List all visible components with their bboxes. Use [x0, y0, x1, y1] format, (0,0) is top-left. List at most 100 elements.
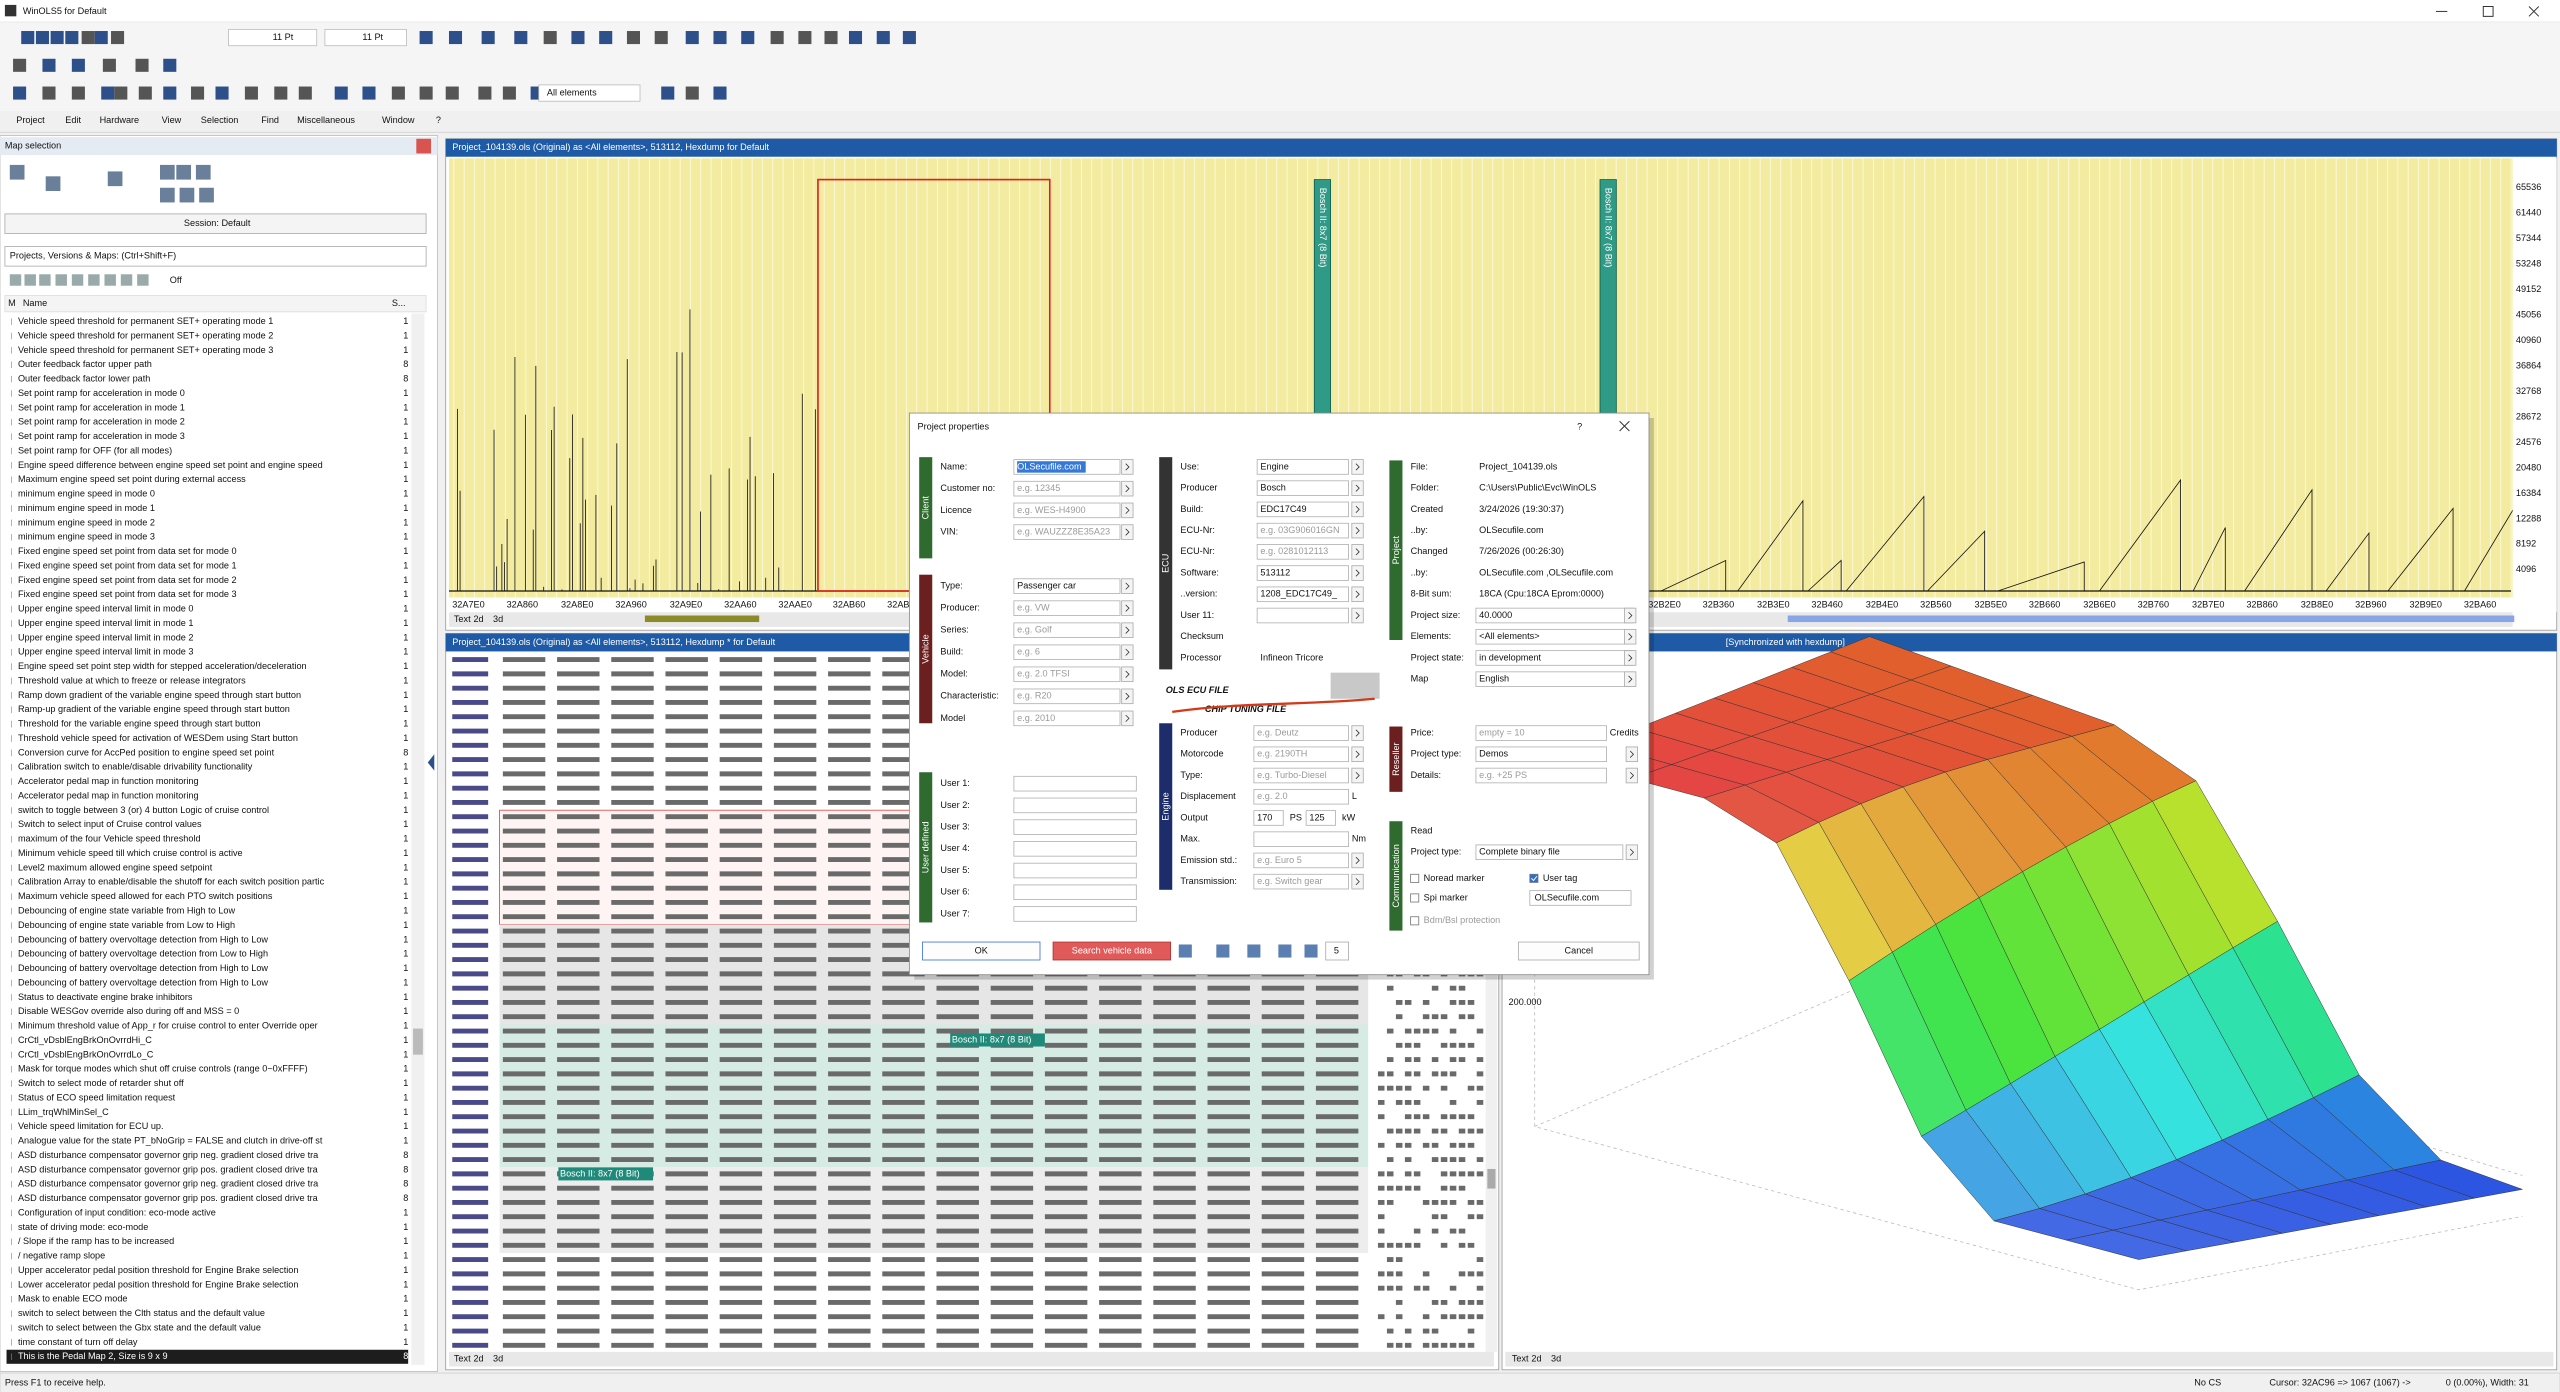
view-tab[interactable]: Text	[454, 614, 471, 624]
field-button[interactable]	[1121, 688, 1134, 705]
map-name[interactable]: Debouncing of engine state variable from…	[18, 920, 235, 930]
checkbox-label[interactable]: Bdm/Bsl protection	[1424, 915, 1501, 925]
dialog-tool[interactable]	[1304, 944, 1318, 958]
toolbar-button[interactable]	[741, 31, 755, 45]
session-button[interactable]	[4, 213, 427, 234]
map-name[interactable]: LLim_trqWhlMinSel_C	[18, 1107, 109, 1117]
checkbox-label[interactable]: Spi marker	[1424, 892, 1468, 902]
map-name[interactable]: Calibration Array to enable/disable the …	[18, 877, 325, 887]
checkbox[interactable]	[1410, 893, 1420, 903]
text-field[interactable]	[1013, 622, 1121, 638]
toolbar-button[interactable]	[685, 31, 699, 45]
map-name[interactable]: Vehicle speed threshold for permanent SE…	[18, 330, 273, 340]
map-name[interactable]: Switch to select input of Cruise control…	[18, 819, 202, 829]
menu-item[interactable]: Hardware	[100, 115, 140, 125]
map-name[interactable]: Upper engine speed interval limit in mod…	[18, 618, 194, 628]
menu-item[interactable]: Miscellaneous	[297, 115, 355, 125]
text-field[interactable]	[1013, 710, 1121, 727]
toolbar-button[interactable]	[902, 31, 916, 45]
font-size-combo[interactable]	[324, 28, 407, 47]
checkbox[interactable]	[1529, 873, 1539, 883]
map-name[interactable]: Debouncing of battery overvoltage detect…	[18, 977, 268, 987]
field-button[interactable]	[1121, 666, 1134, 683]
toolbar-button[interactable]	[713, 31, 727, 45]
toolbar-button[interactable]	[215, 86, 229, 100]
search-label[interactable]: Search vehicle data	[1072, 945, 1153, 955]
text-field[interactable]	[1256, 565, 1349, 581]
field-button[interactable]	[1351, 459, 1364, 475]
toolbar-button[interactable]	[298, 86, 312, 100]
map-name[interactable]: ASD disturbance compensator governor gri…	[18, 1150, 319, 1160]
checkbox[interactable]	[1410, 916, 1420, 926]
text-field[interactable]	[1253, 831, 1349, 847]
toolbar-button[interactable]	[65, 31, 79, 45]
text-field[interactable]	[1256, 586, 1349, 603]
filter-tool[interactable]	[39, 274, 51, 286]
text-field[interactable]	[1013, 644, 1121, 661]
toolbar-button[interactable]	[94, 31, 108, 45]
field-button[interactable]	[1121, 578, 1134, 594]
menu-item[interactable]: Window	[382, 115, 415, 125]
text-field[interactable]	[1256, 544, 1349, 560]
field-button[interactable]	[1351, 565, 1364, 581]
toolbar-button[interactable]	[571, 31, 585, 45]
field-button[interactable]	[1121, 502, 1134, 519]
ok-button[interactable]	[922, 941, 1041, 961]
map-name[interactable]: minimum engine speed in mode 0	[18, 489, 155, 499]
toolbar-button[interactable]	[163, 58, 177, 72]
text-field[interactable]	[1013, 819, 1137, 835]
search-combo[interactable]	[4, 246, 427, 267]
field-button[interactable]	[1121, 710, 1134, 727]
panel-tool[interactable]	[9, 164, 25, 180]
toolbar-button[interactable]	[876, 31, 890, 45]
map-name[interactable]: Fixed engine speed set point from data s…	[18, 546, 237, 556]
field-button[interactable]	[1121, 600, 1134, 616]
map-name[interactable]: ASD disturbance compensator governor gri…	[18, 1193, 319, 1203]
text-field[interactable]	[1305, 810, 1336, 826]
text-field[interactable]	[1013, 600, 1121, 616]
menu-item[interactable]: View	[162, 115, 182, 125]
dialog-tool[interactable]	[1216, 944, 1230, 958]
text-field[interactable]	[1253, 873, 1349, 890]
toolbar-button[interactable]	[111, 31, 125, 45]
map-name[interactable]: Fixed engine speed set point from data s…	[18, 560, 237, 570]
toolbar-button[interactable]	[391, 86, 405, 100]
field-button[interactable]	[1121, 622, 1134, 638]
toolbar-button[interactable]	[21, 31, 35, 45]
map-name[interactable]: Ramp-up gradient of the variable engine …	[18, 704, 290, 714]
dialog-close[interactable]	[1619, 420, 1630, 432]
count-value[interactable]: 5	[1334, 945, 1339, 955]
map-name[interactable]: state of driving mode: eco-mode	[18, 1222, 148, 1232]
panel-tool[interactable]	[107, 171, 123, 187]
text-field[interactable]	[1256, 501, 1349, 518]
font-size-combo[interactable]	[228, 28, 318, 47]
map-name[interactable]: minimum engine speed in mode 3	[18, 532, 155, 542]
panel-tool[interactable]	[179, 187, 195, 203]
map-name[interactable]: Maximum vehicle speed allowed for each P…	[18, 891, 273, 901]
map-name[interactable]: Switch to select mode of retarder shut o…	[18, 1078, 184, 1088]
toolbar-button[interactable]	[502, 86, 516, 100]
toolbar-button[interactable]	[599, 31, 613, 45]
map-name[interactable]: Accelerator pedal map in function monito…	[18, 776, 199, 786]
field-button[interactable]	[1351, 501, 1364, 518]
field-button[interactable]	[1351, 725, 1364, 741]
map-name[interactable]: CrCtl_vDsblEngBrkOnOvrrdHi_C	[18, 1035, 152, 1045]
text-field[interactable]	[1013, 524, 1121, 540]
map-name[interactable]: Debouncing of battery overvoltage detect…	[18, 949, 268, 959]
map-name[interactable]: Fixed engine speed set point from data s…	[18, 589, 237, 599]
view-tab[interactable]: 2d	[1531, 1354, 1541, 1364]
map-name[interactable]: Debouncing of engine state variable from…	[18, 906, 236, 916]
panel-tool[interactable]	[176, 164, 192, 180]
dialog-tool[interactable]	[1278, 944, 1292, 958]
text-field[interactable]	[1256, 522, 1349, 539]
field-button[interactable]	[1351, 852, 1364, 869]
map-name[interactable]: Accelerator pedal map in function monito…	[18, 791, 199, 801]
text-field[interactable]	[1013, 502, 1121, 519]
text-field[interactable]	[1013, 884, 1137, 901]
session-label[interactable]: Session: Default	[184, 218, 251, 228]
field-button[interactable]	[1624, 628, 1637, 645]
scroll-thumb[interactable]	[413, 1028, 423, 1055]
toolbar-button[interactable]	[713, 86, 727, 100]
field-button[interactable]	[1351, 544, 1364, 560]
menu-item[interactable]: ?	[436, 115, 441, 125]
